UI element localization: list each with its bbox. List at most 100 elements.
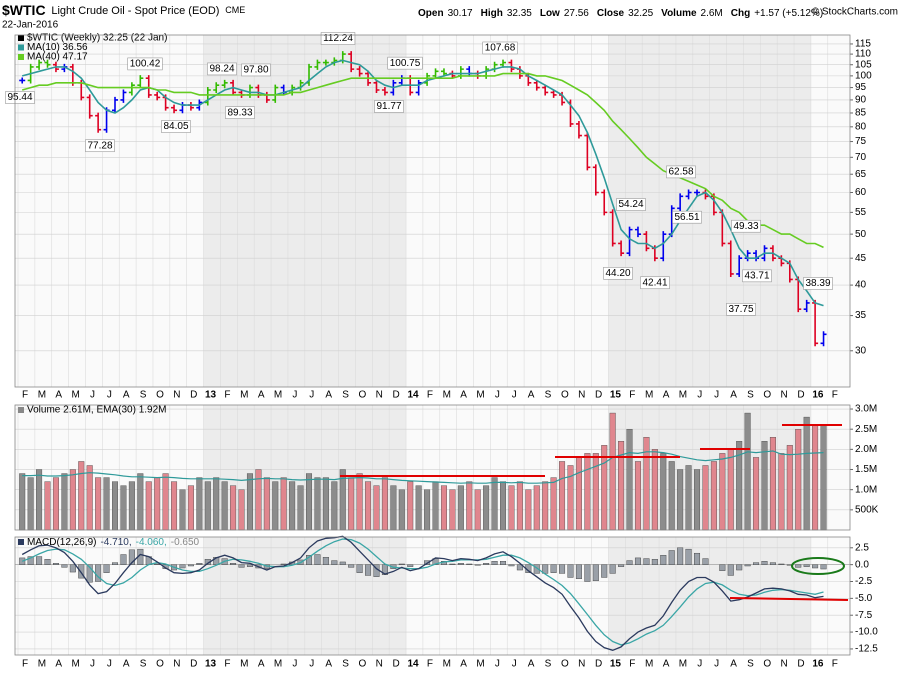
price-bar	[272, 84, 279, 103]
x-tick-label: N	[173, 659, 180, 670]
price-bar	[137, 75, 144, 89]
macd-histogram	[314, 554, 321, 565]
annotation-label: 49.33	[733, 221, 758, 232]
macd-histogram	[769, 562, 776, 565]
price-bar	[373, 79, 380, 93]
y-tick-label: 1.5M	[855, 464, 877, 475]
volume-bar	[592, 453, 599, 531]
price-bar	[356, 66, 363, 77]
x-tick-label: S	[545, 659, 552, 670]
x-tick-label: J	[697, 659, 702, 670]
volume-bar	[322, 477, 329, 531]
volume-bar	[525, 489, 532, 531]
price-bar	[86, 94, 93, 119]
price-bar	[618, 240, 625, 257]
x-tick-label: M	[38, 659, 46, 670]
x-tick-label: N	[578, 659, 585, 670]
x-tick-label: D	[393, 390, 400, 401]
y-tick-label: 55	[855, 207, 867, 218]
macd-histogram	[238, 564, 245, 568]
x-tick-label: O	[156, 659, 164, 670]
volume-bar	[145, 481, 152, 531]
volume-bar	[112, 481, 119, 531]
annotation-box	[726, 303, 756, 316]
x-tick-label: M	[38, 390, 46, 401]
quote-value: 32.25	[628, 8, 653, 19]
x-tick-label: J	[512, 659, 517, 670]
macd-histogram	[753, 562, 760, 565]
x-tick-label: D	[190, 390, 197, 401]
x-tick-label: A	[325, 390, 332, 401]
y-tick-label: 30	[855, 345, 867, 356]
x-tick-label: A	[258, 390, 265, 401]
volume-bar	[238, 489, 245, 531]
macd-histogram	[643, 558, 650, 565]
volume-bar	[508, 485, 515, 531]
volume-bar	[187, 485, 194, 531]
x-tick-label: A	[528, 659, 535, 670]
quote-label: Volume	[661, 8, 697, 19]
annotation-box	[672, 210, 702, 224]
y-tick-label: 1.0M	[855, 484, 877, 495]
x-tick-label: A	[325, 659, 332, 670]
macd-histogram	[626, 560, 633, 565]
quote-value: 30.17	[448, 8, 473, 19]
legend-swatch	[18, 44, 24, 51]
annotation-label: 37.75	[728, 304, 753, 315]
signal-line	[21, 538, 824, 646]
x-tick-label: A	[528, 390, 535, 401]
price-bar	[685, 189, 692, 200]
x-tick-label: D	[393, 659, 400, 670]
volume-bar	[61, 473, 68, 531]
macd-histogram	[778, 563, 785, 565]
annotation-label: 100.42	[130, 59, 161, 70]
volume-bar	[702, 465, 709, 531]
volume-bar	[660, 453, 667, 531]
x-tick-label: M	[476, 659, 484, 670]
macd-histogram	[339, 561, 346, 565]
annotation-box	[731, 219, 761, 233]
x-tick-label: M	[240, 659, 248, 670]
price-bar	[19, 77, 26, 84]
x-tick-label: M	[645, 390, 653, 401]
price-bar	[584, 132, 591, 171]
symbol: $WTIC	[2, 2, 46, 18]
volume-bar	[550, 477, 557, 531]
annotation-label: 112.24	[323, 33, 353, 44]
price-bar	[432, 68, 439, 79]
annotation-box	[207, 62, 237, 76]
volume-bar	[533, 485, 540, 531]
annotation-label: 97.80	[243, 65, 268, 76]
panel-frame	[14, 404, 851, 531]
x-tick-label: O	[763, 390, 771, 401]
x-tick-label: S	[747, 390, 754, 401]
macd-histogram	[246, 564, 253, 567]
price-bar	[803, 299, 810, 313]
legend-swatch	[18, 54, 24, 60]
volume-bar	[52, 477, 59, 531]
y-tick-label: 40	[855, 280, 867, 291]
volume-bar	[812, 424, 819, 531]
volume-bar	[634, 461, 641, 531]
panel-frame	[14, 536, 851, 656]
legend-swatch	[18, 35, 24, 41]
x-tick-label: J	[495, 659, 500, 670]
volume-bar	[137, 473, 144, 531]
macd-histogram	[331, 560, 338, 565]
volume-bar	[289, 481, 296, 531]
macd-histogram	[457, 563, 464, 565]
y-tick-label: 100	[855, 71, 872, 82]
x-tick-label: M	[71, 390, 79, 401]
annotation-box	[803, 277, 833, 290]
price-bar	[601, 189, 608, 216]
annotation-box	[5, 91, 35, 104]
y-tick-label: 105	[855, 59, 872, 70]
annotation-label: 38.39	[805, 278, 830, 289]
x-tick-label: M	[645, 659, 653, 670]
macd-histogram	[103, 564, 110, 573]
macd-histogram	[356, 564, 363, 573]
macd-histogram	[474, 564, 481, 566]
macd-histogram	[592, 564, 599, 582]
macd-histogram	[575, 564, 582, 580]
